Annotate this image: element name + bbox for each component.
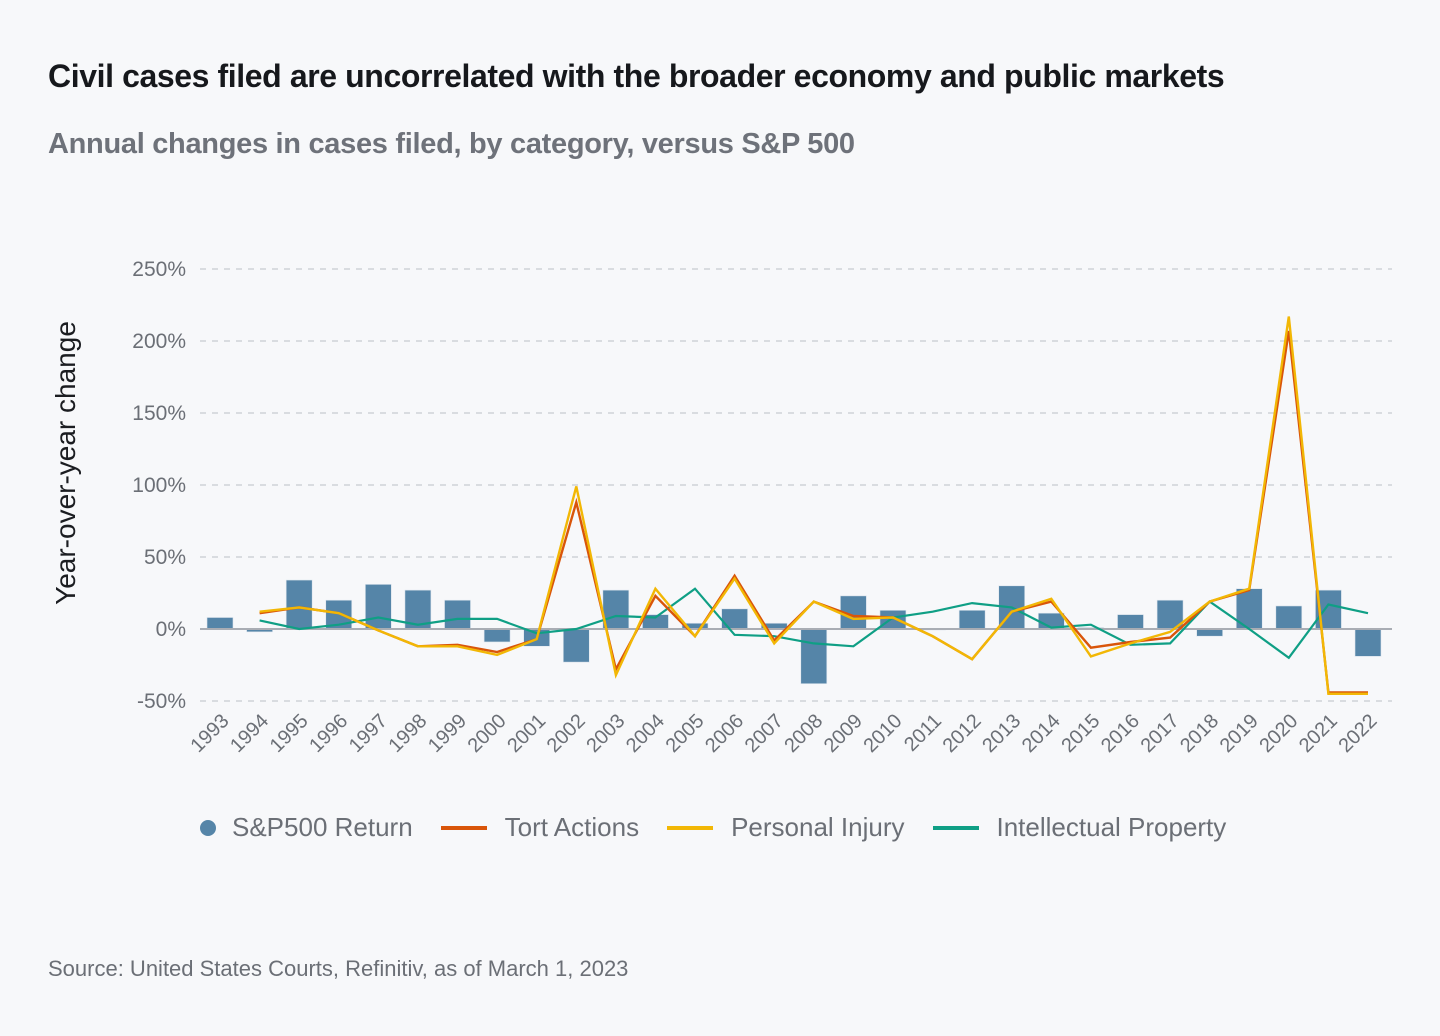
y-tick-label: -50% — [137, 690, 186, 713]
line-intellectual-property — [259, 587, 1369, 660]
chart-subtitle: Annual changes in cases filed, by catego… — [48, 128, 855, 160]
y-tick-label: 50% — [144, 546, 186, 569]
x-tick-label: 2006 — [701, 710, 748, 757]
x-tick-label: 2013 — [978, 710, 1025, 757]
bar-sp500-2002 — [562, 628, 590, 663]
x-tick-label: 2015 — [1057, 710, 1104, 757]
bar-sp500-1995 — [285, 579, 313, 630]
x-tick-label: 1993 — [187, 710, 234, 757]
x-tick-label: 2011 — [900, 710, 946, 756]
bar-sp500-2010 — [879, 609, 907, 630]
line-personal-injury — [259, 316, 1368, 695]
x-tick-label: 2007 — [741, 710, 788, 757]
legend-label-sp500: S&P500 Return — [232, 812, 413, 842]
legend-item-sp500: S&P500 Return — [200, 812, 413, 843]
legend-marker-personal-injury — [667, 825, 714, 830]
bar-sp500-2000 — [483, 628, 511, 643]
x-tick-label: 2001 — [503, 710, 550, 757]
x-tick-label: 2000 — [464, 710, 511, 757]
x-tick-label: 2004 — [622, 710, 669, 757]
legend-label-personal-injury: Personal Injury — [731, 812, 905, 842]
x-tick-label: 2016 — [1097, 710, 1144, 757]
source-note: Source: United States Courts, Refinitiv,… — [48, 956, 629, 981]
x-tick-label: 2019 — [1216, 710, 1263, 757]
bar-sp500-2012 — [958, 609, 986, 630]
bar-sp500-1999 — [444, 599, 471, 630]
x-tick-label: 2017 — [1137, 710, 1184, 757]
x-tick-label: 2005 — [662, 710, 709, 757]
x-tick-label: 2018 — [1176, 710, 1223, 757]
x-tick-label: 2010 — [859, 710, 906, 757]
legend-label-intellectual-property: Intellectual Property — [996, 812, 1227, 842]
chart-plot: -50%0%50%100%150%200%250% 19931994199519… — [132, 258, 1392, 757]
x-tick-label: 2008 — [780, 710, 827, 757]
x-tick-label: 1998 — [384, 710, 431, 757]
x-tick-label: 1994 — [226, 710, 273, 757]
y-tick-label: 0% — [156, 618, 186, 641]
bar-sp500-2003 — [602, 589, 630, 630]
legend-marker-tort — [440, 825, 487, 830]
bar-sp500-1997 — [365, 584, 392, 630]
series-lines — [259, 316, 1369, 695]
x-tick-label: 2021 — [1295, 710, 1342, 757]
legend-label-tort: Tort Actions — [504, 812, 640, 842]
chart-title: Civil cases filed are uncorrelated with … — [48, 58, 1225, 94]
legend-marker-intellectual-property — [932, 825, 979, 830]
legend-marker-sp500 — [200, 819, 216, 836]
y-tick-label: 150% — [132, 402, 186, 425]
bar-sp500-2016 — [1117, 614, 1144, 630]
x-axis-ticks: 1993199419951996199719981999200020012002… — [187, 710, 1382, 757]
x-tick-label: 2003 — [582, 710, 629, 757]
y-axis-ticks: -50% 0% 50% 100% 150% 200% 250% — [132, 258, 186, 713]
bar-sp500-2008 — [800, 628, 828, 685]
x-tick-label: 1999 — [424, 710, 471, 757]
x-tick-label: 2002 — [543, 710, 590, 757]
y-tick-label: 200% — [132, 330, 186, 353]
bar-sp500-1993 — [206, 617, 234, 630]
x-tick-label: 2020 — [1255, 710, 1302, 757]
bar-sp500-2022 — [1354, 628, 1382, 657]
y-tick-label: 250% — [132, 258, 186, 281]
y-tick-label: 100% — [132, 474, 186, 497]
x-tick-label: 2022 — [1335, 710, 1382, 757]
sp500-bars — [206, 579, 1382, 685]
x-tick-label: 1995 — [266, 710, 313, 757]
x-tick-label: 1996 — [305, 710, 352, 757]
bar-sp500-2020 — [1275, 605, 1303, 630]
x-tick-label: 2012 — [939, 710, 986, 757]
x-tick-label: 1997 — [345, 710, 392, 757]
x-tick-label: 2014 — [1018, 710, 1065, 757]
legend-item-tort: Tort Actions — [440, 812, 640, 843]
bar-sp500-2018 — [1196, 628, 1223, 637]
x-tick-label: 2009 — [820, 710, 867, 757]
bar-sp500-2006 — [721, 608, 748, 630]
legend: S&P500 Return Tort Actions Personal Inju… — [200, 812, 1254, 843]
legend-item-intellectual-property: Intellectual Property — [932, 812, 1227, 843]
legend-item-personal-injury: Personal Injury — [667, 812, 905, 843]
